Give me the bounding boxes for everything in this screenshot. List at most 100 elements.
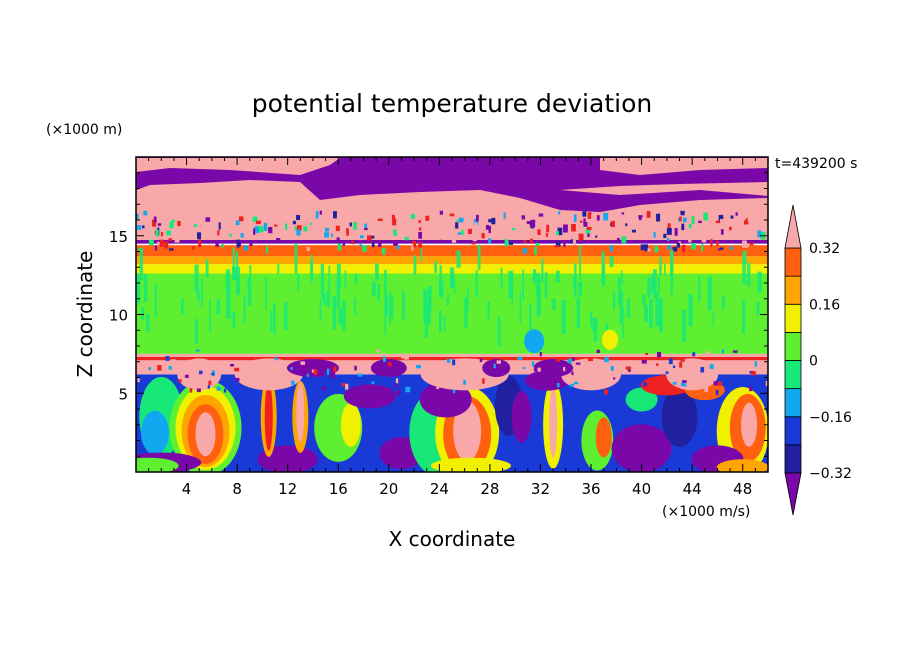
y-tick-label: 15 bbox=[109, 228, 128, 246]
inversion-speckle bbox=[400, 353, 406, 359]
inversion-speckle bbox=[656, 363, 659, 366]
inversion-speckle bbox=[556, 382, 560, 388]
lower-blob bbox=[453, 401, 482, 462]
upper-speckle bbox=[136, 213, 139, 220]
upper-speckle bbox=[646, 210, 651, 218]
upper-speckle bbox=[576, 216, 579, 220]
x-tick-label: 12 bbox=[278, 480, 297, 498]
upper-speckle bbox=[425, 215, 430, 221]
upper-speckle bbox=[742, 240, 747, 248]
upper-speckle bbox=[663, 233, 667, 238]
colorbar-segment bbox=[784, 247, 802, 277]
upper-speckle bbox=[712, 216, 716, 223]
mid-streak bbox=[670, 250, 673, 277]
upper-speckle bbox=[294, 226, 298, 231]
upper-speckle bbox=[600, 235, 604, 239]
upper-speckle bbox=[306, 246, 310, 252]
colorbar-segment bbox=[784, 303, 802, 333]
upper-speckle bbox=[346, 228, 349, 236]
upper-speckle bbox=[255, 220, 261, 225]
mid-streak bbox=[225, 269, 231, 292]
upper-speckle bbox=[284, 223, 288, 231]
upper-speckle bbox=[164, 241, 169, 249]
upper-speckle bbox=[743, 221, 749, 225]
mid-streak bbox=[605, 323, 609, 338]
upper-speckle bbox=[252, 216, 258, 222]
upper-speckle bbox=[538, 213, 544, 217]
upper-speckle bbox=[273, 224, 278, 227]
upper-speckle bbox=[730, 246, 733, 251]
inversion-speckle bbox=[754, 361, 758, 367]
upper-speckle bbox=[631, 229, 636, 233]
inversion-speckle bbox=[290, 367, 293, 370]
upper-speckle bbox=[268, 227, 273, 234]
upper-speckle bbox=[583, 221, 588, 227]
upper-speckle bbox=[563, 240, 566, 247]
upper-speckle bbox=[496, 228, 500, 236]
mid-streak bbox=[698, 276, 701, 302]
upper-speckle bbox=[403, 222, 407, 228]
inversion-speckle bbox=[290, 380, 295, 385]
lower-blob bbox=[296, 382, 305, 443]
inversion-speckle bbox=[199, 370, 203, 375]
inversion-speckle bbox=[575, 362, 581, 365]
inversion-speckle bbox=[393, 382, 397, 388]
lower-blob bbox=[549, 385, 558, 458]
mid-streak bbox=[681, 309, 687, 342]
mid-streak bbox=[320, 263, 324, 299]
inversion-speckle bbox=[717, 381, 722, 386]
mid-streak bbox=[655, 292, 660, 327]
upper-speckle bbox=[319, 210, 322, 215]
upper-speckle bbox=[703, 212, 708, 221]
upper-speckle bbox=[757, 230, 761, 238]
upper-speckle bbox=[315, 211, 319, 219]
upper-speckle bbox=[366, 235, 372, 241]
upper-speckle bbox=[371, 243, 375, 248]
inversion-speckle bbox=[341, 382, 345, 387]
mid-streak bbox=[310, 259, 313, 280]
upper-speckle bbox=[349, 222, 352, 227]
inversion-speckle bbox=[376, 349, 380, 353]
inversion-speckle bbox=[208, 380, 212, 385]
mid-streak bbox=[456, 250, 461, 268]
upper-speckle bbox=[333, 211, 337, 219]
mid-streak bbox=[413, 255, 417, 275]
upper-speckle bbox=[488, 238, 492, 244]
upper-speckle bbox=[680, 210, 685, 216]
colorbar-segment bbox=[784, 360, 802, 390]
upper-speckle bbox=[678, 241, 681, 244]
mid-streak bbox=[653, 269, 657, 299]
mid-streak bbox=[688, 294, 693, 327]
mid-streak bbox=[377, 284, 380, 302]
mid-streak bbox=[235, 251, 239, 280]
inversion-speckle bbox=[496, 360, 501, 364]
mid-streak bbox=[573, 276, 577, 289]
inversion-speckle bbox=[396, 389, 401, 396]
upper-speckle bbox=[391, 214, 395, 221]
mid-streak bbox=[500, 267, 503, 289]
upper-speckle bbox=[473, 218, 479, 226]
upper-speckle bbox=[456, 219, 461, 222]
mid-streak bbox=[216, 299, 221, 315]
lower-blob bbox=[343, 384, 396, 409]
upper-speckle bbox=[359, 244, 363, 247]
upper-speckle bbox=[382, 247, 386, 255]
inversion-speckle bbox=[168, 365, 172, 370]
inversion-speckle bbox=[682, 380, 687, 384]
upper-speckle bbox=[377, 218, 383, 221]
upper-speckle bbox=[621, 236, 627, 244]
x-tick-label: 48 bbox=[733, 480, 752, 498]
mid-streak bbox=[707, 276, 712, 311]
x-tick-label: 16 bbox=[329, 480, 348, 498]
upper-speckle bbox=[410, 213, 415, 219]
mid-streak bbox=[384, 269, 387, 298]
upper-speckle bbox=[154, 245, 157, 251]
inversion-speckle bbox=[751, 371, 756, 376]
upper-speckle bbox=[455, 222, 459, 229]
upper-speckle bbox=[654, 246, 659, 253]
upper-speckle bbox=[236, 239, 240, 248]
x-tick-label: 32 bbox=[531, 480, 550, 498]
upper-speckle bbox=[558, 211, 561, 215]
inversion-speckle bbox=[311, 369, 315, 373]
